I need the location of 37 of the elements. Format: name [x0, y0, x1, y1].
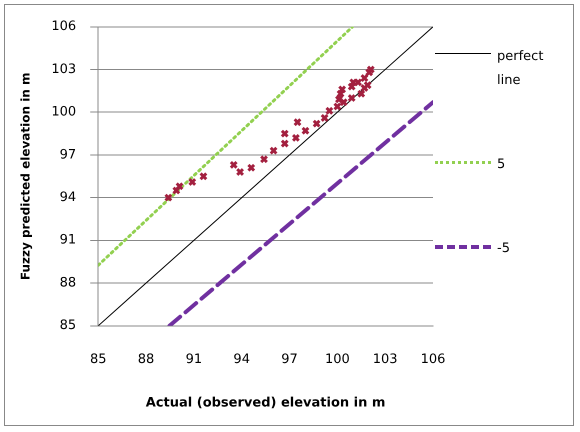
point — [188, 178, 197, 186]
point — [366, 65, 376, 74]
legend-label: perfect line — [497, 48, 544, 90]
point — [292, 134, 300, 142]
y-tick-label: 88 — [60, 275, 76, 290]
x-tick-label: 103 — [372, 352, 398, 367]
point — [164, 193, 173, 202]
x-tick-label: 91 — [186, 352, 202, 367]
x-axis-title: Actual (observed) elevation in m — [146, 396, 386, 411]
point — [260, 154, 268, 164]
point — [246, 163, 256, 172]
x-tick-label: 97 — [281, 352, 298, 367]
y-axis-title: Fuzzy predicted elevation in m — [18, 72, 32, 280]
point — [236, 168, 244, 176]
x-tick-label: 85 — [90, 352, 106, 367]
y-tick-label: 85 — [60, 318, 76, 334]
y-tick-label: 100 — [51, 104, 76, 120]
point — [312, 119, 321, 128]
y-tick-label: 106 — [51, 19, 76, 34]
point — [347, 82, 356, 91]
y-tick-label: 103 — [51, 62, 76, 77]
y-tick-label: 94 — [60, 190, 76, 206]
legend-label: -5 — [497, 240, 511, 258]
point — [229, 160, 238, 170]
y-tick-label: 97 — [60, 147, 76, 162]
x-tick-label: 100 — [324, 352, 350, 367]
point — [269, 146, 278, 155]
point — [301, 126, 310, 136]
point — [293, 118, 302, 127]
y-tick-label: 91 — [60, 232, 76, 248]
x-tick-label: 106 — [420, 352, 446, 367]
point — [175, 182, 184, 191]
x-tick-label: 88 — [138, 352, 154, 367]
point — [347, 94, 356, 102]
x-tick-label: 94 — [233, 352, 250, 367]
legend-label: 5 — [497, 156, 506, 174]
point — [199, 172, 208, 181]
